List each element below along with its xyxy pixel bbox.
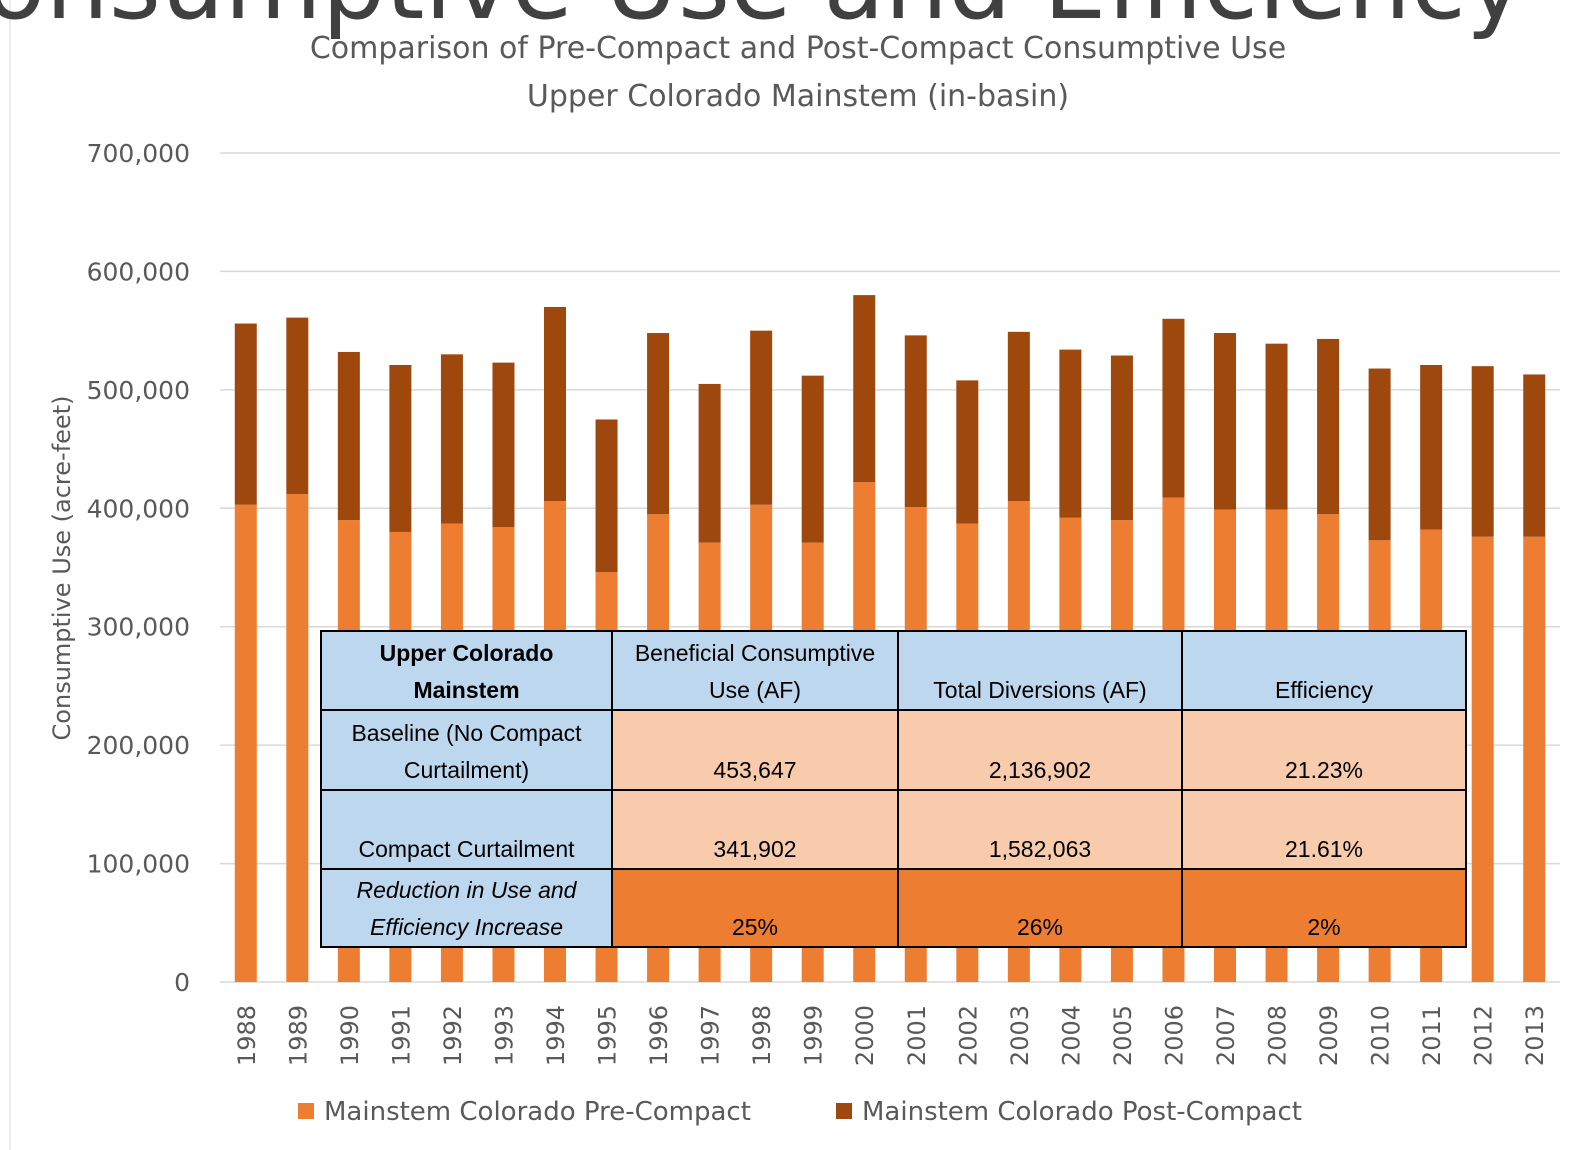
cell: 1,582,063 [897,789,1183,870]
bar-segment [1007,331,1030,502]
x-tick-label: 2006 [1160,1005,1188,1066]
cell: 341,902 [611,789,899,870]
x-tick-label: 2011 [1418,1005,1446,1066]
bar-segment [1420,364,1443,530]
header-cell: Upper Colorado Mainstem [320,630,613,711]
x-tick-label: 2007 [1212,1005,1240,1066]
cell: 21.23% [1181,709,1467,791]
x-tick-label: 1994 [542,1005,570,1066]
x-tick-label: 2003 [1006,1005,1034,1066]
x-tick-label: 2008 [1264,1005,1292,1066]
y-tick-label: 400,000 [87,494,190,523]
bar-segment [440,354,463,524]
x-tick-label: 1992 [439,1005,467,1066]
x-tick-label: 2005 [1109,1005,1137,1066]
y-tick-label: 200,000 [87,731,190,760]
row-label: Compact Curtailment [320,789,613,870]
legend-label: Mainstem Colorado Pre-Compact [324,1097,751,1127]
x-tick-label: 2001 [903,1005,931,1066]
bar-segment [286,317,309,495]
legend-swatch [298,1103,314,1119]
bar-segment [853,295,876,483]
x-tick-label: 2012 [1470,1005,1498,1066]
chart-title: Comparison of Pre-Compact and Post-Compa… [310,31,1286,66]
table-row: Compact Curtailment 341,902 1,582,063 21… [320,789,1467,870]
bar-segment [698,383,721,543]
y-tick-label: 100,000 [87,850,190,879]
x-tick-label: 2004 [1057,1005,1085,1066]
y-axis-label: Consumptive Use (acre-feet) [48,396,76,741]
bar-segment [389,364,412,532]
bar-segment [1523,374,1546,537]
table-row: Reduction in Use and Efficiency Increase… [320,868,1467,948]
header-cell: Beneficial Consumptive Use (AF) [611,630,899,711]
x-tick-label: 1996 [645,1005,673,1066]
bar-segment [337,351,360,521]
x-tick-label: 2000 [851,1005,879,1066]
bar-segment [750,330,773,505]
bar-segment [1162,318,1185,498]
x-tick-label: 1998 [748,1005,776,1066]
bar-segment [234,323,257,505]
x-tick-label: 1988 [233,1005,261,1066]
x-tick-label: 1990 [336,1005,364,1066]
y-tick-label: 500,000 [87,376,190,405]
x-tick-label: 1989 [284,1005,312,1066]
table-row: Baseline (No Compact Curtailment) 453,64… [320,709,1467,791]
x-tick-label: 1991 [387,1005,415,1066]
cell: 26% [897,868,1183,948]
bar-segment [1110,355,1133,521]
x-tick-label: 2009 [1315,1005,1343,1066]
bar-segment [544,306,566,502]
bar-segment [647,333,670,515]
x-tick-label: 2002 [954,1005,982,1066]
x-tick-label: 1993 [490,1005,518,1066]
y-tick-label: 300,000 [87,613,190,642]
row-label: Baseline (No Compact Curtailment) [320,709,613,791]
chart-subtitle: Upper Colorado Mainstem (in-basin) [527,79,1069,114]
bar-segment [801,375,824,543]
bar-segment [1523,536,1546,982]
summary-table: Upper Colorado Mainstem Beneficial Consu… [320,630,1467,948]
bar-segment [1317,338,1340,515]
bar-segment [1265,343,1288,510]
x-tick-label: 1995 [594,1005,622,1066]
page-title: Consumptive Use and Efficiency [0,0,1525,42]
legend-swatch [836,1103,852,1119]
bar-segment [904,335,927,508]
table-header: Upper Colorado Mainstem Beneficial Consu… [320,630,1467,711]
header-cell: Total Diversions (AF) [897,630,1183,711]
cell: 2% [1181,868,1467,948]
x-tick-label: 2013 [1521,1005,1549,1066]
bar-segment [234,504,257,982]
bar-segment [956,380,979,524]
header-cell: Efficiency [1181,630,1467,711]
y-tick-label: 600,000 [87,257,190,286]
bar-segment [595,419,618,573]
cell: 2,136,902 [897,709,1183,791]
y-tick-label: 0 [174,968,190,997]
bar-segment [1368,368,1391,541]
row-label: Reduction in Use and Efficiency Increase [320,868,613,948]
legend-label: Mainstem Colorado Post-Compact [862,1097,1302,1127]
bar-segment [1471,536,1494,982]
x-tick-label: 1999 [800,1005,828,1066]
y-tick-label: 700,000 [87,139,190,168]
cell: 453,647 [611,709,899,791]
bar-segment [1059,349,1082,518]
cell: 25% [611,868,899,948]
bar-segment [286,494,309,982]
cell: 21.61% [1181,789,1467,870]
x-tick-label: 2010 [1367,1005,1395,1066]
bar-segment [492,362,515,528]
bar-segment [1214,333,1236,510]
x-tick-label: 1997 [697,1005,725,1066]
bar-segment [1471,366,1494,537]
